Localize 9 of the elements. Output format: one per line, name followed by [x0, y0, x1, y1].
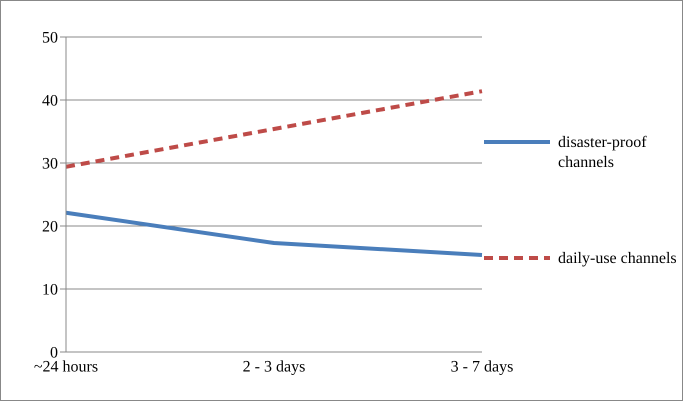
legend-label: disaster-proof channels — [558, 132, 648, 172]
y-tick-label: 30 — [42, 156, 58, 173]
x-tick-label: 2 - 3 days — [242, 358, 306, 376]
y-tick-label: 10 — [42, 282, 58, 299]
y-tick-label: 40 — [42, 92, 58, 110]
y-tick-label: 20 — [42, 218, 58, 236]
legend-label: daily-use channels — [558, 248, 678, 268]
x-tick-label: 3 - 7 days — [450, 358, 514, 376]
y-tick-label: 50 — [42, 30, 58, 47]
